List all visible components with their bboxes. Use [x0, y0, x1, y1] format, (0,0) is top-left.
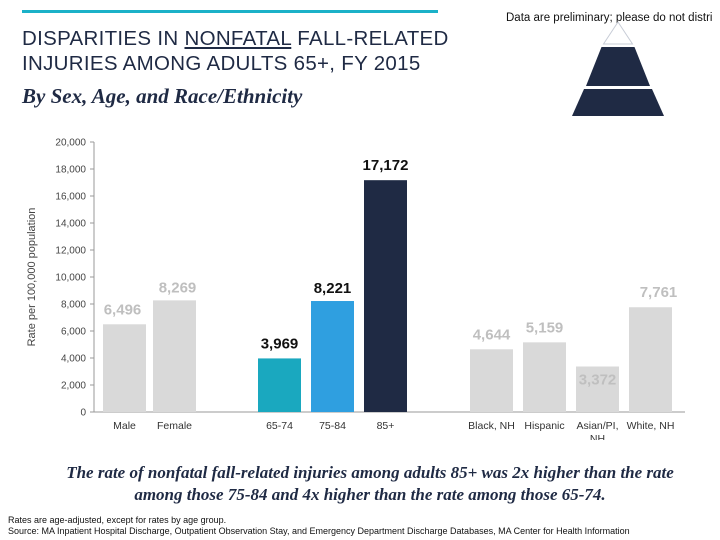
y-tick-label: 6,000	[61, 327, 86, 338]
page-title: DISPARITIES IN NONFATAL FALL-RELATED INJ…	[22, 26, 449, 76]
y-axis-label: Rate per 100,000 population	[26, 208, 38, 347]
x-category-label: Asian/PI,	[576, 420, 618, 432]
accent-line	[22, 10, 438, 13]
bar-value-label: 4,644	[473, 326, 511, 343]
footnote-age-adjusted: Rates are age-adjusted, except for rates…	[8, 515, 227, 525]
x-category-label: Hispanic	[524, 420, 564, 432]
y-tick-label: 2,000	[61, 381, 86, 392]
bar-black-nh	[470, 349, 513, 412]
y-tick-label: 20,000	[55, 138, 86, 149]
y-tick-label: 18,000	[55, 165, 86, 176]
title-line-1: DISPARITIES IN NONFATAL FALL-RELATED	[22, 26, 449, 51]
bar-value-label: 17,172	[363, 157, 409, 174]
y-tick-label: 4,000	[61, 354, 86, 365]
bar-female	[153, 300, 196, 412]
pyramid-middle-tier	[586, 47, 650, 86]
bar-value-label: 3,969	[261, 335, 299, 352]
x-category-label: 75-84	[319, 420, 346, 432]
bar-asian-pi-nh	[576, 366, 619, 412]
y-tick-label: 0	[80, 408, 86, 419]
bar-chart: Rate per 100,000 population 0 2,000 4,000 6…	[26, 138, 685, 440]
x-category-label: 85+	[377, 420, 395, 432]
title-part-1: DISPARITIES IN	[22, 27, 185, 50]
bar-65-74	[258, 358, 301, 412]
bar-male	[103, 324, 146, 412]
y-tick-label: 12,000	[55, 246, 86, 257]
pyramid-bottom-tier	[572, 89, 664, 116]
bar-hispanic	[523, 342, 566, 412]
bar-75-84	[311, 301, 354, 412]
bar-value-label: 8,221	[314, 280, 352, 297]
y-tick-label: 8,000	[61, 300, 86, 311]
bar-value-label: 7,761	[640, 284, 678, 301]
title-line-2: INJURIES AMONG ADULTS 65+, FY 2015	[22, 52, 421, 75]
x-category-label: White, NH	[627, 420, 675, 432]
y-tick-label: 16,000	[55, 192, 86, 203]
subtitle: By Sex, Age, and Race/Ethnicity	[22, 84, 303, 108]
bar-series: 6,496 Male 8,269 Female 3,969 65-74 8,221 75-84…	[103, 157, 677, 440]
y-tick-label: 14,000	[55, 219, 86, 230]
key-takeaway: The rate of nonfatal fall-related injuri…	[66, 463, 674, 504]
footnote-source: Source: MA Inpatient Hospital Discharge,…	[8, 526, 630, 536]
x-category-label: NH	[590, 433, 605, 440]
bar-white-nh	[629, 307, 672, 412]
x-category-label: Male	[113, 420, 136, 432]
title-part-2: FALL-RELATED	[291, 27, 449, 50]
preliminary-note: Data are preliminary; please do not dist…	[506, 12, 713, 24]
x-category-label: 65-74	[266, 420, 293, 432]
bar-value-label: 6,496	[104, 301, 142, 318]
bar-value-label: 3,372	[579, 371, 617, 388]
bar-value-label: 5,159	[526, 319, 564, 336]
bar-85	[364, 180, 407, 412]
title-underlined-word: NONFATAL	[184, 27, 292, 50]
bar-value-label: 8,269	[159, 279, 197, 296]
pyramid-top-tier	[602, 21, 634, 45]
y-axis-ticks: 0 2,000 4,000 6,000 8,000 10,000 12,000 14,000 1…	[55, 138, 94, 419]
pyramid-logo	[572, 21, 664, 116]
x-category-label: Black, NH	[468, 420, 515, 432]
y-tick-label: 10,000	[55, 273, 86, 284]
x-category-label: Female	[157, 420, 192, 432]
